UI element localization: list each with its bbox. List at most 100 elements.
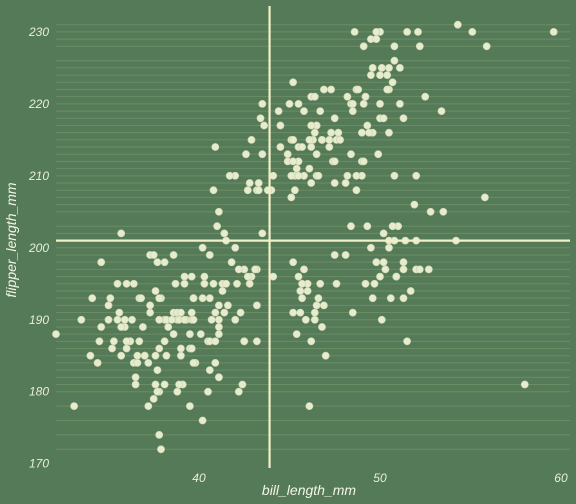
data-point — [388, 222, 397, 231]
data-point — [214, 315, 223, 324]
data-point — [365, 128, 373, 137]
data-point — [439, 207, 448, 216]
data-point — [97, 258, 106, 267]
data-point — [307, 143, 316, 151]
data-point — [283, 150, 292, 159]
data-point — [363, 222, 372, 231]
data-point — [341, 251, 350, 259]
data-point — [106, 294, 115, 303]
data-point — [376, 272, 384, 281]
data-point — [128, 315, 136, 324]
data-point — [292, 164, 301, 173]
data-point — [294, 171, 303, 180]
data-point — [133, 358, 142, 367]
data-point — [319, 301, 328, 310]
data-point — [426, 207, 435, 216]
data-point — [374, 150, 383, 159]
data-point — [294, 272, 303, 281]
data-point — [115, 308, 124, 317]
data-point — [395, 64, 404, 72]
data-point — [205, 294, 214, 303]
data-point — [122, 344, 131, 353]
data-point — [289, 157, 297, 166]
data-point — [254, 179, 263, 187]
data-point — [211, 143, 220, 151]
data-point — [52, 330, 60, 338]
data-point — [296, 308, 305, 317]
data-point — [412, 171, 421, 180]
data-point — [269, 171, 278, 180]
data-point — [211, 308, 220, 317]
data-point — [205, 366, 214, 374]
data-point — [200, 279, 209, 288]
data-point — [385, 128, 393, 137]
data-point — [223, 301, 232, 310]
data-point — [155, 430, 164, 439]
data-point — [198, 243, 207, 252]
data-point — [381, 265, 390, 274]
data-point — [289, 258, 297, 267]
data-point — [350, 27, 359, 36]
data-point — [310, 308, 319, 317]
data-point — [135, 337, 144, 346]
data-point — [399, 258, 408, 267]
data-point — [88, 294, 97, 303]
data-point — [189, 315, 198, 324]
data-point — [390, 42, 399, 51]
data-point — [169, 330, 178, 338]
data-point — [180, 272, 189, 281]
data-point — [359, 157, 368, 166]
data-point — [310, 315, 319, 324]
data-point — [146, 301, 154, 310]
data-point — [245, 279, 254, 288]
data-point — [383, 71, 392, 79]
data-point — [330, 179, 339, 187]
data-point — [298, 294, 306, 303]
data-point — [176, 308, 185, 317]
tick-labels: 40 50 60 170 180 190 200 210 220 230 — [28, 25, 568, 485]
data-point — [155, 315, 164, 324]
data-point — [198, 416, 207, 425]
data-point — [549, 27, 558, 36]
data-point — [414, 27, 422, 36]
data-point — [366, 243, 375, 252]
data-point — [269, 272, 278, 281]
data-point — [415, 265, 424, 274]
y-tick-label: 170 — [29, 457, 49, 471]
data-point — [160, 258, 169, 267]
data-point — [173, 387, 182, 396]
data-point — [359, 42, 368, 51]
data-point — [120, 315, 129, 324]
data-point — [292, 330, 301, 338]
data-point — [298, 143, 306, 151]
data-point — [388, 78, 397, 87]
data-point — [187, 344, 196, 353]
data-point — [153, 258, 162, 267]
data-point — [330, 157, 339, 166]
data-point — [220, 229, 229, 238]
data-point — [207, 315, 216, 324]
data-point — [233, 279, 241, 288]
data-point — [421, 92, 430, 101]
y-tick-label: 190 — [29, 313, 49, 327]
data-point — [243, 272, 252, 281]
data-point — [131, 373, 140, 382]
data-point — [133, 351, 142, 360]
data-point — [377, 315, 386, 324]
data-point — [214, 301, 223, 310]
data-point — [348, 107, 357, 115]
data-point — [155, 344, 164, 353]
data-point — [200, 272, 209, 281]
data-point — [234, 387, 243, 396]
data-point — [330, 251, 339, 259]
data-point — [122, 279, 131, 288]
data-point — [359, 100, 368, 108]
data-point — [209, 186, 218, 195]
data-point — [361, 92, 370, 101]
data-point — [189, 358, 198, 367]
data-point — [289, 308, 297, 317]
data-point — [149, 251, 158, 259]
data-point — [385, 64, 393, 72]
data-point — [129, 279, 138, 288]
